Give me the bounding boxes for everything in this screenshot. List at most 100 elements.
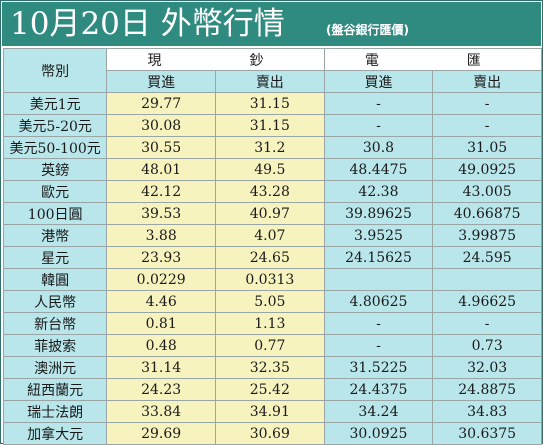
tt-sell-value: 4.96625 <box>432 290 542 313</box>
tt-buy-value: 42.38 <box>323 180 434 203</box>
table-row: 美元1元 29.77 31.15- - <box>2 92 542 115</box>
cash-buy-value: 23.93 <box>106 246 216 269</box>
tt-buy-value: - <box>323 312 434 335</box>
tt-sell-value: 40.66875 <box>432 202 542 225</box>
table-row: 紐西蘭元 24.23 25.42 24.4375 24.8875 <box>2 378 542 401</box>
tt-buy-value: 34.24 <box>323 400 434 423</box>
cash-buy-value: 4.46 <box>106 290 216 313</box>
table-row: 星元 23.93 24.65 24.15625 24.595 <box>2 246 542 269</box>
cash-buy-header: 買進 <box>106 70 216 93</box>
currency-name: 人民幣 <box>2 290 108 313</box>
cash-sell-value: 5.05 <box>214 290 325 313</box>
table-row: 韓圓 0.0229 0.0313 <box>2 268 542 291</box>
currency-name: 星元 <box>2 246 108 269</box>
header-row-group: 幣別 現 鈔 電 匯 <box>2 48 543 93</box>
tt-sell-value: 34.83 <box>432 400 542 423</box>
tt-buy-value: 3.9525 <box>323 224 434 247</box>
cash-sell-value: 49.5 <box>214 158 325 181</box>
table-row: 加拿大元 29.69 30.69 30.0925 30.6375 <box>2 422 542 445</box>
cash-buy-value: 42.12 <box>106 180 216 203</box>
exchange-rate-table: 幣別 現 鈔 電 匯 買進 賣出 買進 賣出 美元1元 29.77 31.15- - 美… <box>2 48 543 445</box>
cash-group-header: 現 鈔 <box>106 48 325 71</box>
cash-sell-value: 24.65 <box>214 246 325 269</box>
table-row: 美元50-100元 30.55 31.2 30.8 31.05 <box>2 136 542 159</box>
tt-buy-value: 24.4375 <box>323 378 434 401</box>
currency-name: 美元1元 <box>2 92 108 115</box>
cash-sell-header: 賣出 <box>214 70 325 93</box>
telegraphic-group-header: 電 匯 <box>323 48 543 71</box>
table-row: 港幣 3.88 4.07 3.9525 3.99875 <box>2 224 542 247</box>
currency-name: 韓圓 <box>2 268 108 291</box>
tt-sell-value: 31.05 <box>432 136 542 159</box>
currency-name: 港幣 <box>2 224 108 247</box>
cash-sell-value: 32.35 <box>214 356 325 379</box>
tt-sell-value <box>432 268 542 291</box>
currency-name: 加拿大元 <box>2 422 108 445</box>
tt-sell-value: 32.03 <box>432 356 542 379</box>
currency-column-header: 幣別 <box>2 48 108 93</box>
currency-name: 歐元 <box>2 180 108 203</box>
cash-buy-value: 29.77 <box>106 92 216 115</box>
cash-sell-value: 40.97 <box>214 202 325 225</box>
tt-sell-value: - <box>432 114 542 137</box>
title-bar: 10月20日 外幣行情 (盤谷銀行匯價) <box>2 2 541 46</box>
tt-buy-value: 4.80625 <box>323 290 434 313</box>
cash-buy-value: 0.81 <box>106 312 216 335</box>
cash-sell-value: 31.2 <box>214 136 325 159</box>
cash-sell-value: 31.15 <box>214 114 325 137</box>
tt-sell-value: 0.73 <box>432 334 542 357</box>
cash-buy-value: 29.69 <box>106 422 216 445</box>
cash-buy-value: 30.55 <box>106 136 216 159</box>
table-row: 美元5-20元 30.08 31.15- - <box>2 114 542 137</box>
cash-sell-value: 31.15 <box>214 92 325 115</box>
cash-buy-value: 48.01 <box>106 158 216 181</box>
currency-name: 美元5-20元 <box>2 114 108 137</box>
currency-name: 新台幣 <box>2 312 108 335</box>
tt-buy-value <box>323 268 434 291</box>
tt-buy-value: 30.0925 <box>323 422 434 445</box>
tt-sell-value: 3.99875 <box>432 224 542 247</box>
tt-buy-value: - <box>323 334 434 357</box>
currency-name: 英鎊 <box>2 158 108 181</box>
header-row-sub: 買進 賣出 買進 賣出 <box>4 70 542 93</box>
table-row: 100日圓 39.53 40.97 39.89625 40.66875 <box>2 202 542 225</box>
tt-sell-value: 43.005 <box>432 180 542 203</box>
cash-sell-value: 4.07 <box>214 224 325 247</box>
tt-buy-value: 30.8 <box>323 136 434 159</box>
tt-buy-value: - <box>323 92 434 115</box>
table-row: 歐元 42.12 43.28 42.38 43.005 <box>2 180 542 203</box>
tt-buy-value: - <box>323 114 434 137</box>
currency-name: 100日圓 <box>2 202 108 225</box>
table-row: 英鎊 48.01 49.5 48.4475 49.0925 <box>2 158 542 181</box>
table-row: 人民幣 4.46 5.05 4.80625 4.96625 <box>2 290 542 313</box>
tt-sell-value: - <box>432 92 542 115</box>
currency-name: 美元50-100元 <box>2 136 108 159</box>
cash-sell-value: 34.91 <box>214 400 325 423</box>
currency-name: 紐西蘭元 <box>2 378 108 401</box>
currency-name: 瑞士法朗 <box>2 400 108 423</box>
table-row: 瑞士法朗 33.84 34.91 34.24 34.83 <box>2 400 542 423</box>
tt-sell-value: 30.6375 <box>432 422 542 445</box>
cash-buy-value: 0.48 <box>106 334 216 357</box>
table-row: 新台幣 0.81 1.13- - <box>2 312 542 335</box>
page-title: 10月20日 外幣行情 <box>10 6 285 42</box>
tt-sell-header: 賣出 <box>432 70 542 93</box>
cash-sell-value: 43.28 <box>214 180 325 203</box>
tt-buy-value: 31.5225 <box>323 356 434 379</box>
cash-buy-value: 39.53 <box>106 202 216 225</box>
cash-buy-value: 33.84 <box>106 400 216 423</box>
tt-buy-value: 48.4475 <box>323 158 434 181</box>
cash-sell-value: 0.0313 <box>214 268 325 291</box>
cash-buy-value: 0.0229 <box>106 268 216 291</box>
cash-sell-value: 1.13 <box>214 312 325 335</box>
cash-buy-value: 31.14 <box>106 356 216 379</box>
cash-buy-value: 3.88 <box>106 224 216 247</box>
table-row: 澳洲元 31.14 32.35 31.5225 32.03 <box>2 356 542 379</box>
tt-buy-value: 39.89625 <box>323 202 434 225</box>
tt-sell-value: - <box>432 312 542 335</box>
tt-buy-header: 買進 <box>323 70 434 93</box>
cash-sell-value: 25.42 <box>214 378 325 401</box>
tt-sell-value: 49.0925 <box>432 158 542 181</box>
tt-sell-value: 24.595 <box>432 246 542 269</box>
